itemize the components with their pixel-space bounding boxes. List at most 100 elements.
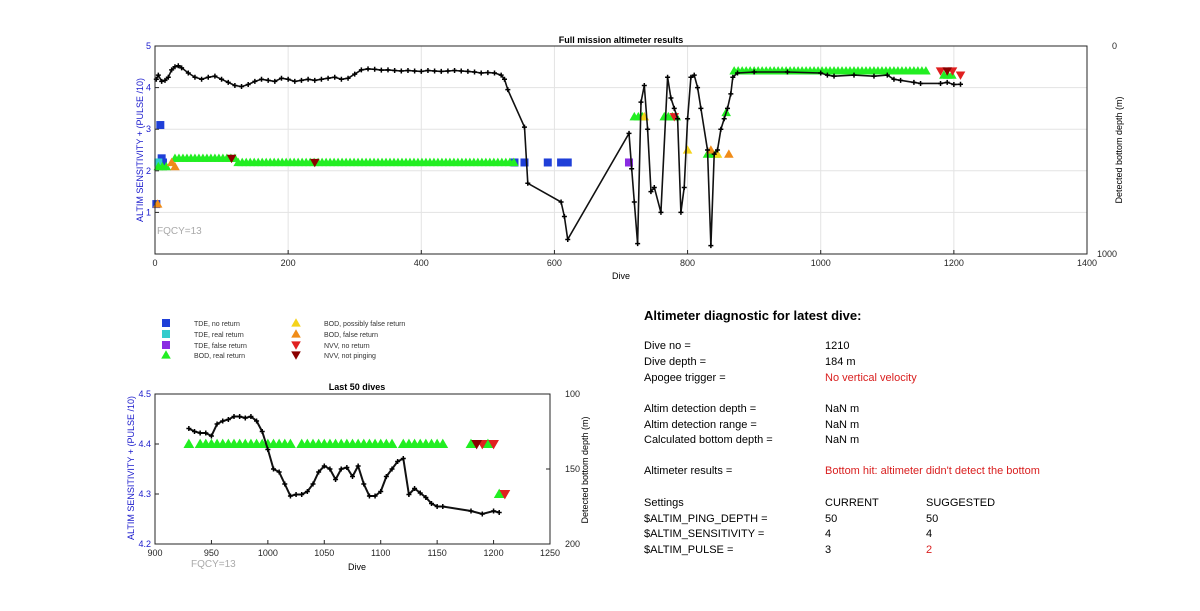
bottom-depth-point [316,469,322,475]
bottom-depth-point [631,199,637,205]
marker-triangle-up [712,149,723,158]
bottom-depth-point [678,209,684,215]
bottom-depth-point [440,504,446,509]
bottom-depth-point [192,429,197,434]
marker-square [563,158,572,167]
bottom-depth-point [458,68,464,74]
bottom-depth-point [465,68,471,74]
y-tick-label: 2 [146,166,151,176]
bottom-depth-point [784,69,790,75]
bottom-depth-point [350,474,355,479]
dive-depth-label: Dive depth = [644,356,707,368]
dive-no-label: Dive no = [644,340,691,352]
bottom-depth-point [389,466,395,472]
bottom-depth-point [271,466,276,472]
bottom-depth-point [231,414,237,419]
bottom-depth-point [681,184,687,190]
marker-triangle-down [309,158,320,168]
bottom-depth-point [688,74,694,80]
x-tick-label: 1250 [540,548,560,558]
y2-tick-label: 0 [1112,41,1117,51]
bottom-depth-point [259,429,265,434]
bottom-depth-point [406,492,412,497]
bottom-depth-point [831,73,837,79]
marker-triangle-down [942,67,952,76]
bottom-depth-point [242,415,248,421]
bottom-depth-point [645,126,651,132]
calc-bottom-label: Calculated bottom depth = [644,434,773,446]
bottom-depth-point [418,68,424,74]
bottom-depth-point [278,75,284,81]
bottom-depth-point [338,466,344,472]
marker-triangle-up [285,438,296,449]
dive-depth-value: 184 m [825,356,856,368]
bottom-depth-point [239,84,245,90]
bottom-depth-point [169,67,175,73]
legend: TDE, no return TDE, real return TDE, false… [161,318,405,360]
marker-square [557,158,566,167]
bottom-depth-point [199,76,205,82]
marker-triangle-up [682,145,693,154]
bottom-depth-point [479,511,485,517]
bottom-depth-point [327,466,333,472]
bottom-depth-point [417,490,423,496]
results-value: Bottom hit: altimeter didn't detect the … [825,465,1040,477]
y-tick-label: 4.3 [138,489,151,499]
marker-triangle-up [509,157,519,167]
bottom-depth-point [432,68,438,74]
bottom-depth-point [395,459,401,464]
bottom-depth-point [185,70,191,76]
bottom-depth-point [378,489,384,494]
current-header: CURRENT [825,497,879,509]
bottom-depth-point [214,421,220,427]
legend-label: BOD, possibly false return [324,321,405,328]
bottom-depth-point [884,72,890,78]
x-tick-label: 1400 [1077,258,1097,268]
bottom-depth-point [385,67,391,73]
bottom-depth-point [276,469,282,475]
marker-triangle-down [935,67,946,76]
bottom-depth-point [298,77,304,83]
bottom-depth-point [232,83,238,89]
bottom-depth-point [438,68,444,74]
legend-marker-triangle-down [291,341,301,350]
x-tick-label: 1200 [484,548,504,558]
bottom-depth-point [378,67,384,73]
x-tick-label: 0 [152,258,157,268]
bottom-depth-point [321,463,327,469]
bottom-depth-point [205,74,211,80]
pulse-label: $ALTIM_PULSE = [644,544,734,556]
bottom-depth-point [665,74,671,80]
bottom-depth-point [824,72,830,78]
bottom-depth-point [715,147,721,153]
last50-axes-box [154,393,551,545]
marker-square [158,158,167,167]
bottom-depth-point [725,105,731,111]
bottom-depth-point [468,508,474,514]
y-tick-label: 1 [146,207,151,217]
bottom-depth-point [192,74,198,80]
y2-tick-label: 100 [565,389,580,399]
bottom-depth-point [159,78,165,84]
bottom-depth-point [498,72,504,78]
bottom-depth-point [312,77,318,83]
apogee-label: Apogee trigger = [644,372,726,384]
marker-square [520,158,529,167]
bottom-depth-point [162,77,168,83]
bottom-depth-point [918,80,924,86]
legend-marker-square [162,319,170,327]
x-tick-label: 1200 [944,258,964,268]
pulse-current: 3 [825,544,832,556]
full-mission-chart: 0 200 400 600 800 1000 1200 1400 1 2 3 4 5 0 1000 Full… [135,35,1124,281]
ping-depth-current: 50 [825,513,838,525]
x-tick-label: 1000 [811,258,831,268]
legend-label: NVV, no return [324,343,370,350]
bottom-depth-point [392,68,398,74]
bottom-depth-point [265,77,271,83]
bottom-depth-point [305,76,311,82]
bottom-depth-point [472,69,478,75]
sensitivity-suggested: 4 [926,528,933,540]
bottom-depth-point [958,81,964,87]
bottom-depth-point [502,76,507,82]
bottom-depth-point [254,418,260,424]
